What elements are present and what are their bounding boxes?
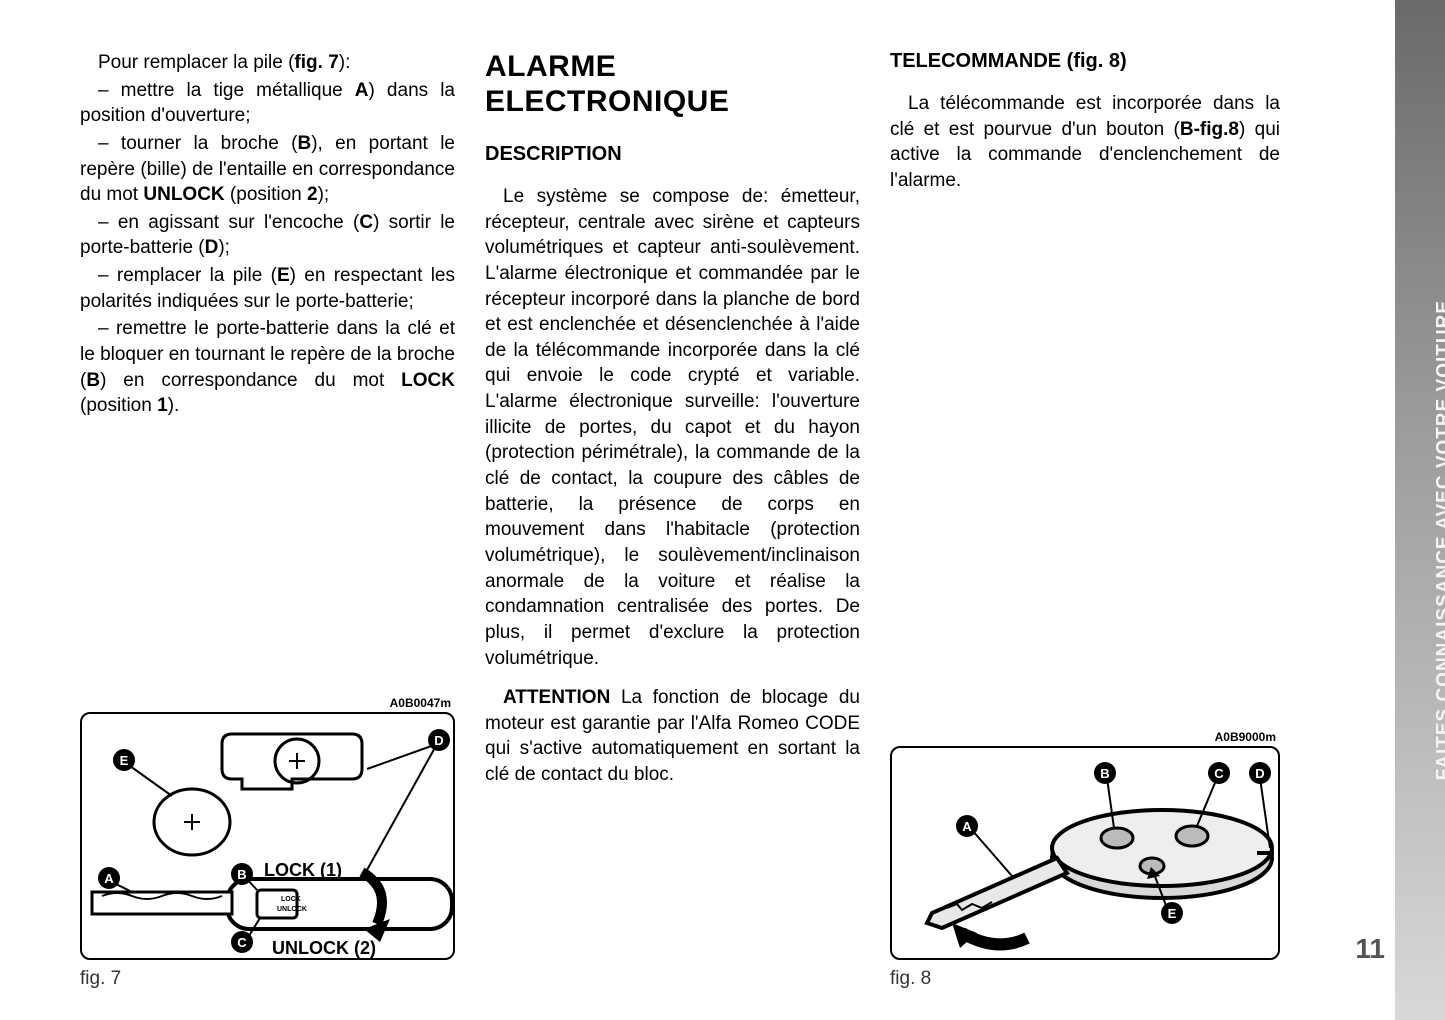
unlock-small-label: UNLOCK — [277, 906, 307, 913]
para: – en agissant sur l'encoche (C) sortir l… — [80, 210, 455, 261]
label-E: E — [120, 753, 129, 768]
figure-8: A B C D E — [890, 746, 1280, 960]
para: Le système se compose de: émetteur, réce… — [485, 184, 860, 671]
manual-page: Pour remplacer la pile (fig. 7): – mettr… — [0, 0, 1445, 1020]
figure-8-code: A0B9000m — [890, 730, 1280, 744]
para: – tourner la broche (B), en portant le r… — [80, 131, 455, 208]
label-A: A — [104, 871, 114, 886]
figure-7: LOCK UNLOCK E D — [80, 712, 455, 960]
para: – remplacer la pile (E) en respectant le… — [80, 263, 455, 314]
unlock-label: UNLOCK (2) — [272, 938, 376, 958]
para: – remettre le porte-batterie dans la clé… — [80, 316, 455, 419]
figure-7-code: A0B0047m — [80, 696, 455, 710]
figure-8-wrapper: A0B9000m — [890, 730, 1280, 990]
subsection-title: TELECOMMANDE (fig. 8) — [890, 50, 1280, 73]
col2-text: Le système se compose de: émetteur, réce… — [485, 184, 860, 790]
column-2: ALARME ELECTRONIQUE DESCRIPTION Le systè… — [485, 50, 860, 990]
label-A: A — [962, 819, 972, 834]
column-1: Pour remplacer la pile (fig. 7): – mettr… — [80, 50, 455, 990]
label-D: D — [1255, 766, 1264, 781]
figure-8-svg: A B C D E — [892, 748, 1280, 960]
page-number: 11 — [1355, 933, 1385, 965]
col1-text: Pour remplacer la pile (fig. 7): – mettr… — [80, 50, 455, 421]
lock-label: LOCK (1) — [264, 860, 342, 880]
para: La télécommande est incorporée dans la c… — [890, 91, 1280, 194]
para: – mettre la tige métallique A) dans la p… — [80, 78, 455, 129]
section-title: ALARME ELECTRONIQUE — [485, 50, 860, 119]
column-3: TELECOMMANDE (fig. 8) La télécommande es… — [890, 50, 1280, 990]
figure-7-caption: fig. 7 — [80, 968, 455, 990]
figure-8-caption: fig. 8 — [890, 968, 1280, 990]
para-attention: ATTENTION La fonction de blocage du mote… — [485, 685, 860, 788]
side-tab-label: FAITES CONNAISSANCE AVEC VOTRE VOITURE — [1433, 300, 1445, 780]
label-B: B — [1100, 766, 1109, 781]
lock-small-label: LOCK — [281, 896, 301, 903]
figure-7-wrapper: A0B0047m LOCK UNLOCK — [80, 696, 455, 990]
label-B: B — [237, 867, 246, 882]
label-C: C — [1214, 766, 1224, 781]
label-E: E — [1168, 906, 1177, 921]
figure-7-svg: LOCK UNLOCK E D — [82, 714, 455, 960]
para: Pour remplacer la pile (fig. 7): — [80, 50, 455, 76]
label-C: C — [237, 935, 247, 950]
subsection-title: DESCRIPTION — [485, 143, 860, 166]
label-D: D — [434, 733, 443, 748]
col3-text: La télécommande est incorporée dans la c… — [890, 91, 1280, 196]
